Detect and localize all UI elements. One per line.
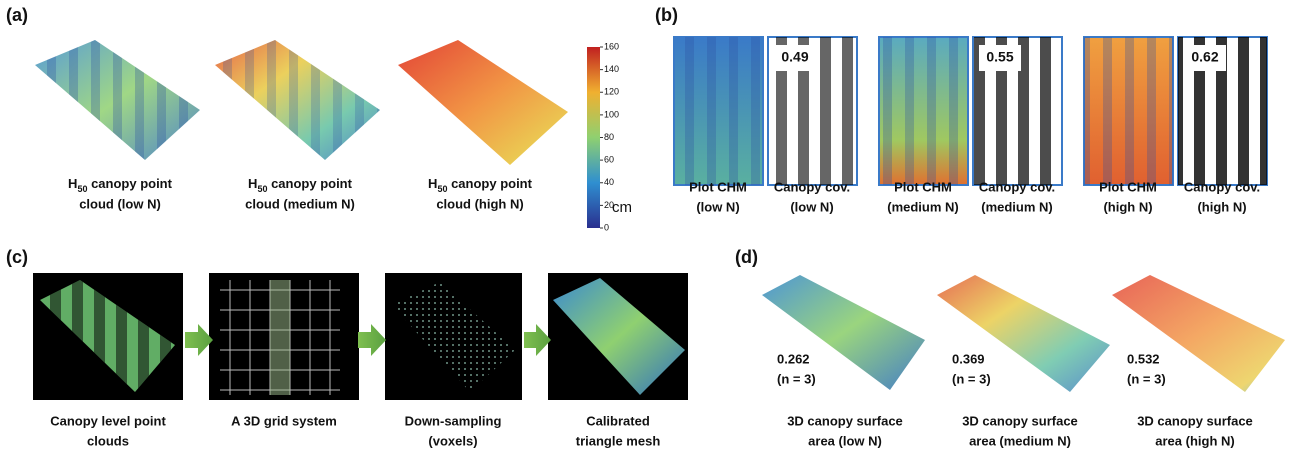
caption: Canopy level point xyxy=(50,413,166,428)
caption: 3D canopy surface xyxy=(787,413,903,428)
surface-value: 0.369 xyxy=(952,351,985,366)
tick-label: 100 xyxy=(604,109,619,119)
tick-label: 80 xyxy=(604,132,614,142)
panel-c-captions: Canopy level point clouds A 3D grid system… xyxy=(50,413,660,448)
pipeline-images xyxy=(33,273,688,400)
figure: (a) 020406080100120140160 cm (b) 0.49Plo… xyxy=(0,0,1292,451)
tick-label: 120 xyxy=(604,87,619,97)
subscript: 50 xyxy=(437,184,447,194)
surface-images xyxy=(762,275,1285,392)
caption: A 3D grid system xyxy=(231,413,337,428)
caption: H50 canopy point xyxy=(248,176,353,194)
chm-stripes xyxy=(879,37,968,185)
sample-count: (n = 3) xyxy=(1127,371,1166,386)
caption: area (high N) xyxy=(1155,433,1234,448)
caption: (high N) xyxy=(1103,199,1152,214)
caption: (high N) xyxy=(1197,199,1246,214)
caption-part: canopy point xyxy=(447,176,532,191)
caption: Plot CHM xyxy=(689,179,747,194)
coverage-value: 0.62 xyxy=(1191,49,1218,65)
caption: (medium N) xyxy=(887,199,959,214)
caption: (medium N) xyxy=(981,199,1053,214)
tick-label: 40 xyxy=(604,177,614,187)
chm-stripes xyxy=(1084,37,1173,185)
caption-part: H xyxy=(428,176,437,191)
caption: 3D canopy surface xyxy=(962,413,1078,428)
chm-stripes xyxy=(674,37,763,185)
tick-label: 60 xyxy=(604,155,614,165)
caption: H50 canopy point xyxy=(68,176,173,194)
caption: (low N) xyxy=(696,199,739,214)
panel-b: 0.49 Plot CHM (low N) Canopy cov. (low N) 0.5… xyxy=(674,37,1267,214)
caption: triangle mesh xyxy=(576,433,661,448)
tick-label: 140 xyxy=(604,64,619,74)
panel-label: (a) xyxy=(6,5,28,25)
caption: clouds xyxy=(87,433,129,448)
caption: Calibrated xyxy=(586,413,650,428)
caption: Plot CHM xyxy=(894,179,952,194)
caption: cloud (medium N) xyxy=(245,196,355,211)
panel-label: (c) xyxy=(6,247,28,267)
caption-part: canopy point xyxy=(87,176,172,191)
colorbar-unit: cm xyxy=(612,199,632,216)
caption: Down-sampling xyxy=(405,413,502,428)
caption: (low N) xyxy=(790,199,833,214)
caption-part: H xyxy=(248,176,257,191)
tick-label: 160 xyxy=(604,41,619,51)
coverage-value: 0.55 xyxy=(986,49,1013,65)
sample-count: (n = 3) xyxy=(952,371,991,386)
caption: 3D canopy surface xyxy=(1137,413,1253,428)
subscript: 50 xyxy=(77,184,87,194)
caption-part: H xyxy=(68,176,77,191)
tick-label: 0 xyxy=(604,222,609,232)
coverage-value: 0.49 xyxy=(781,49,808,65)
sample-count: (n = 3) xyxy=(777,371,816,386)
caption-part: canopy point xyxy=(267,176,352,191)
subscript: 50 xyxy=(257,184,267,194)
caption: H50 canopy point xyxy=(428,176,533,194)
panel-d: 0.262 (n = 3) 3D canopy surface area (low N… xyxy=(777,351,1253,448)
point-cloud-images xyxy=(35,40,568,165)
caption: area (low N) xyxy=(808,433,882,448)
colorbar xyxy=(587,47,600,228)
caption: area (medium N) xyxy=(969,433,1071,448)
panel-label: (b) xyxy=(655,5,678,25)
surface-value: 0.262 xyxy=(777,351,810,366)
caption: Canopy cov. xyxy=(1184,179,1260,194)
caption: Canopy cov. xyxy=(979,179,1055,194)
caption: cloud (low N) xyxy=(79,196,161,211)
caption: cloud (high N) xyxy=(436,196,523,211)
caption: Plot CHM xyxy=(1099,179,1157,194)
caption: Canopy cov. xyxy=(774,179,850,194)
surface-value: 0.532 xyxy=(1127,351,1160,366)
caption: (voxels) xyxy=(428,433,477,448)
panel-label: (d) xyxy=(735,247,758,267)
